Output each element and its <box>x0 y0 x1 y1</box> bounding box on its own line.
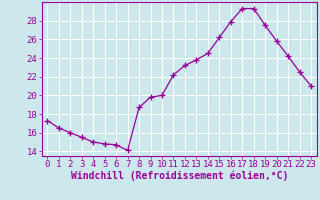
X-axis label: Windchill (Refroidissement éolien,°C): Windchill (Refroidissement éolien,°C) <box>70 171 288 181</box>
